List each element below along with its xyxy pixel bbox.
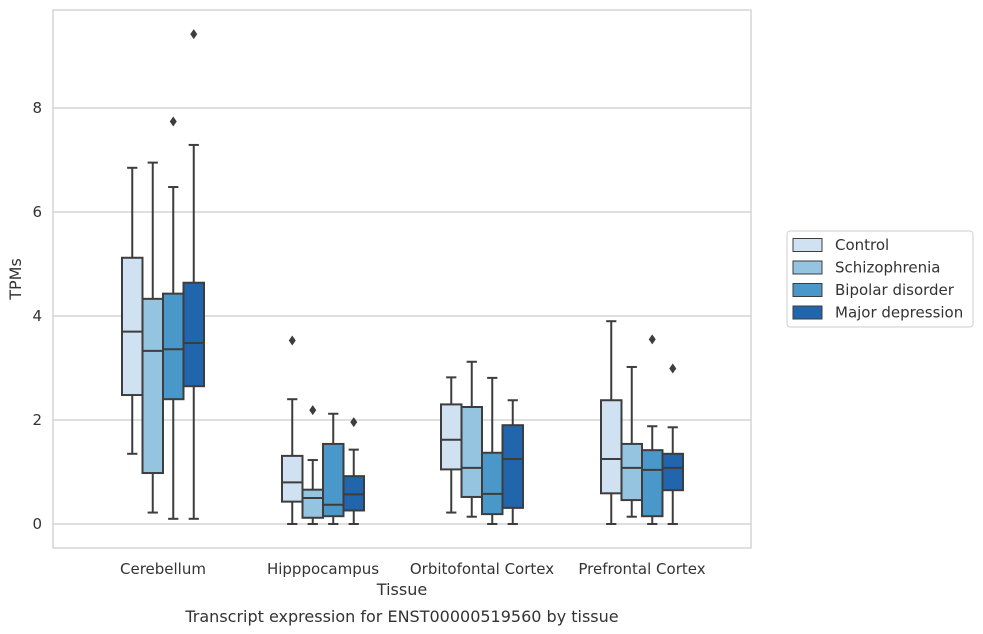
plot-area-frame <box>52 9 752 549</box>
box-control <box>600 320 623 525</box>
x-axis-label: Tissue <box>376 580 427 599</box>
outlier-point <box>190 29 198 40</box>
box-control <box>121 166 144 455</box>
outlier-point <box>309 405 317 416</box>
box-schizophrenia <box>141 161 164 514</box>
x-tick-label: Cerebellum <box>120 560 206 578</box>
legend-swatch <box>792 238 823 252</box>
iqr-box <box>481 451 504 516</box>
legend-label: Bipolar disorder <box>835 281 955 299</box>
x-tick-labels: Cerebellum Hipppocampus Orbitofontal Corte… <box>120 560 706 578</box>
outlier-point <box>288 335 296 346</box>
box-schizophrenia <box>301 405 324 525</box>
legend-label: Control <box>835 236 889 254</box>
legend-label: Schizophrenia <box>835 259 940 277</box>
iqr-box <box>460 406 483 498</box>
y-tick-label: 8 <box>32 99 42 117</box>
legend-label: Major depression <box>835 304 963 322</box>
x-tick-label: Hipppocampus <box>267 560 379 578</box>
iqr-box <box>162 292 185 401</box>
iqr-box <box>661 452 684 492</box>
iqr-box <box>301 488 324 519</box>
box-schizophrenia <box>460 360 483 518</box>
x-tick-label: Prefrontal Cortex <box>578 560 705 578</box>
box-schizophrenia <box>620 365 643 518</box>
iqr-box <box>620 442 643 502</box>
outlier-point <box>669 363 677 374</box>
y-tick-label: 2 <box>32 411 42 429</box>
outlier-point <box>169 116 177 127</box>
iqr-box <box>281 454 304 503</box>
box-control <box>440 376 463 514</box>
y-tick-labels: 0 2 4 6 8 <box>32 99 42 533</box>
iqr-box <box>440 403 463 471</box>
iqr-box <box>182 281 205 388</box>
box-bipolar-disorder <box>641 334 664 525</box>
legend-swatch <box>792 260 823 275</box>
legend-frame <box>786 230 974 328</box>
y-tick-label: 6 <box>32 203 42 221</box>
outlier-point <box>350 417 358 428</box>
iqr-box <box>121 256 144 397</box>
iqr-box <box>600 399 623 495</box>
legend: Control Schizophrenia Bipolar disorder Majo… <box>786 230 974 328</box>
box-bipolar-disorder <box>481 376 504 525</box>
box-major-depression <box>661 363 684 525</box>
legend-swatch <box>792 283 823 297</box>
box-groups <box>121 29 684 525</box>
iqr-box <box>141 297 164 475</box>
chart-title: Transcript expression for ENST0000051956… <box>184 607 618 626</box>
box-major-depression <box>501 399 524 525</box>
outlier-point <box>648 334 656 345</box>
box-bipolar-disorder <box>162 116 185 520</box>
box-major-depression <box>182 29 205 520</box>
y-axis-label: TPMs <box>6 258 25 301</box>
box-major-depression <box>342 417 365 525</box>
x-tick-label: Orbitofontal Cortex <box>410 560 554 578</box>
iqr-box <box>501 424 524 509</box>
y-tick-label: 0 <box>32 515 42 533</box>
box-bipolar-disorder <box>322 412 345 525</box>
y-tick-label: 4 <box>32 307 42 325</box>
box-control <box>281 335 304 525</box>
iqr-box <box>342 475 365 512</box>
legend-swatch <box>792 305 823 320</box>
iqr-box <box>641 449 664 518</box>
